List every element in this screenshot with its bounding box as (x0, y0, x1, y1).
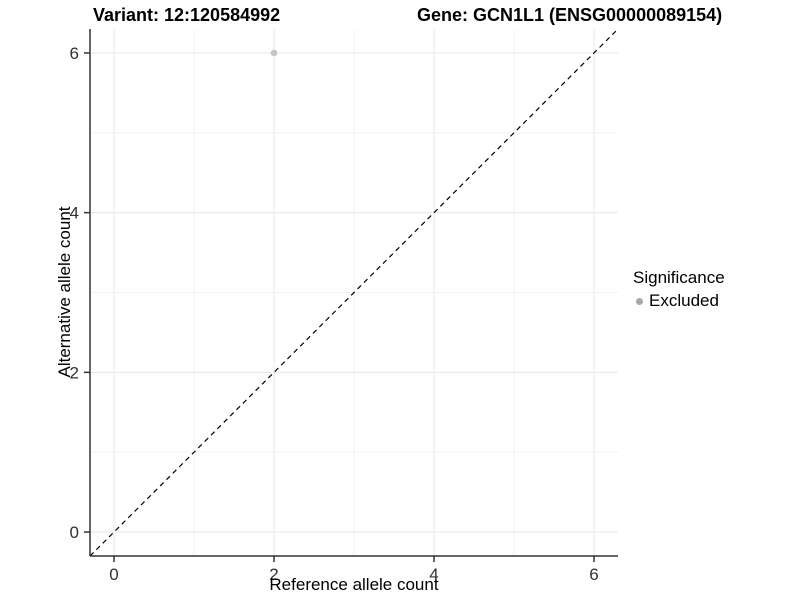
excluded-point-icon (636, 297, 643, 305)
x-tick-label: 4 (429, 565, 438, 584)
gene-title: Gene: GCN1L1 (ENSG00000089154) (417, 5, 723, 25)
y-tick-label: 4 (70, 204, 79, 223)
y-tick-label: 6 (70, 44, 79, 63)
x-tick-label: 0 (109, 565, 118, 584)
y-tick-label: 0 (70, 523, 79, 542)
y-axis-title: Alternative allele count (55, 206, 74, 378)
legend: Significance Excluded (633, 268, 725, 311)
x-tick-label: 6 (589, 565, 598, 584)
x-axis-title: Reference allele count (269, 575, 439, 594)
identity-dashed-line (89, 28, 619, 557)
legend-item-excluded: Excluded (633, 291, 725, 311)
legend-title: Significance (633, 268, 725, 287)
legend-item-label: Excluded (649, 291, 719, 310)
data-point (270, 49, 278, 57)
y-tick-label: 2 (70, 363, 79, 382)
variant-title: Variant: 12:120584992 (93, 5, 281, 25)
x-tick-label: 2 (269, 565, 278, 584)
